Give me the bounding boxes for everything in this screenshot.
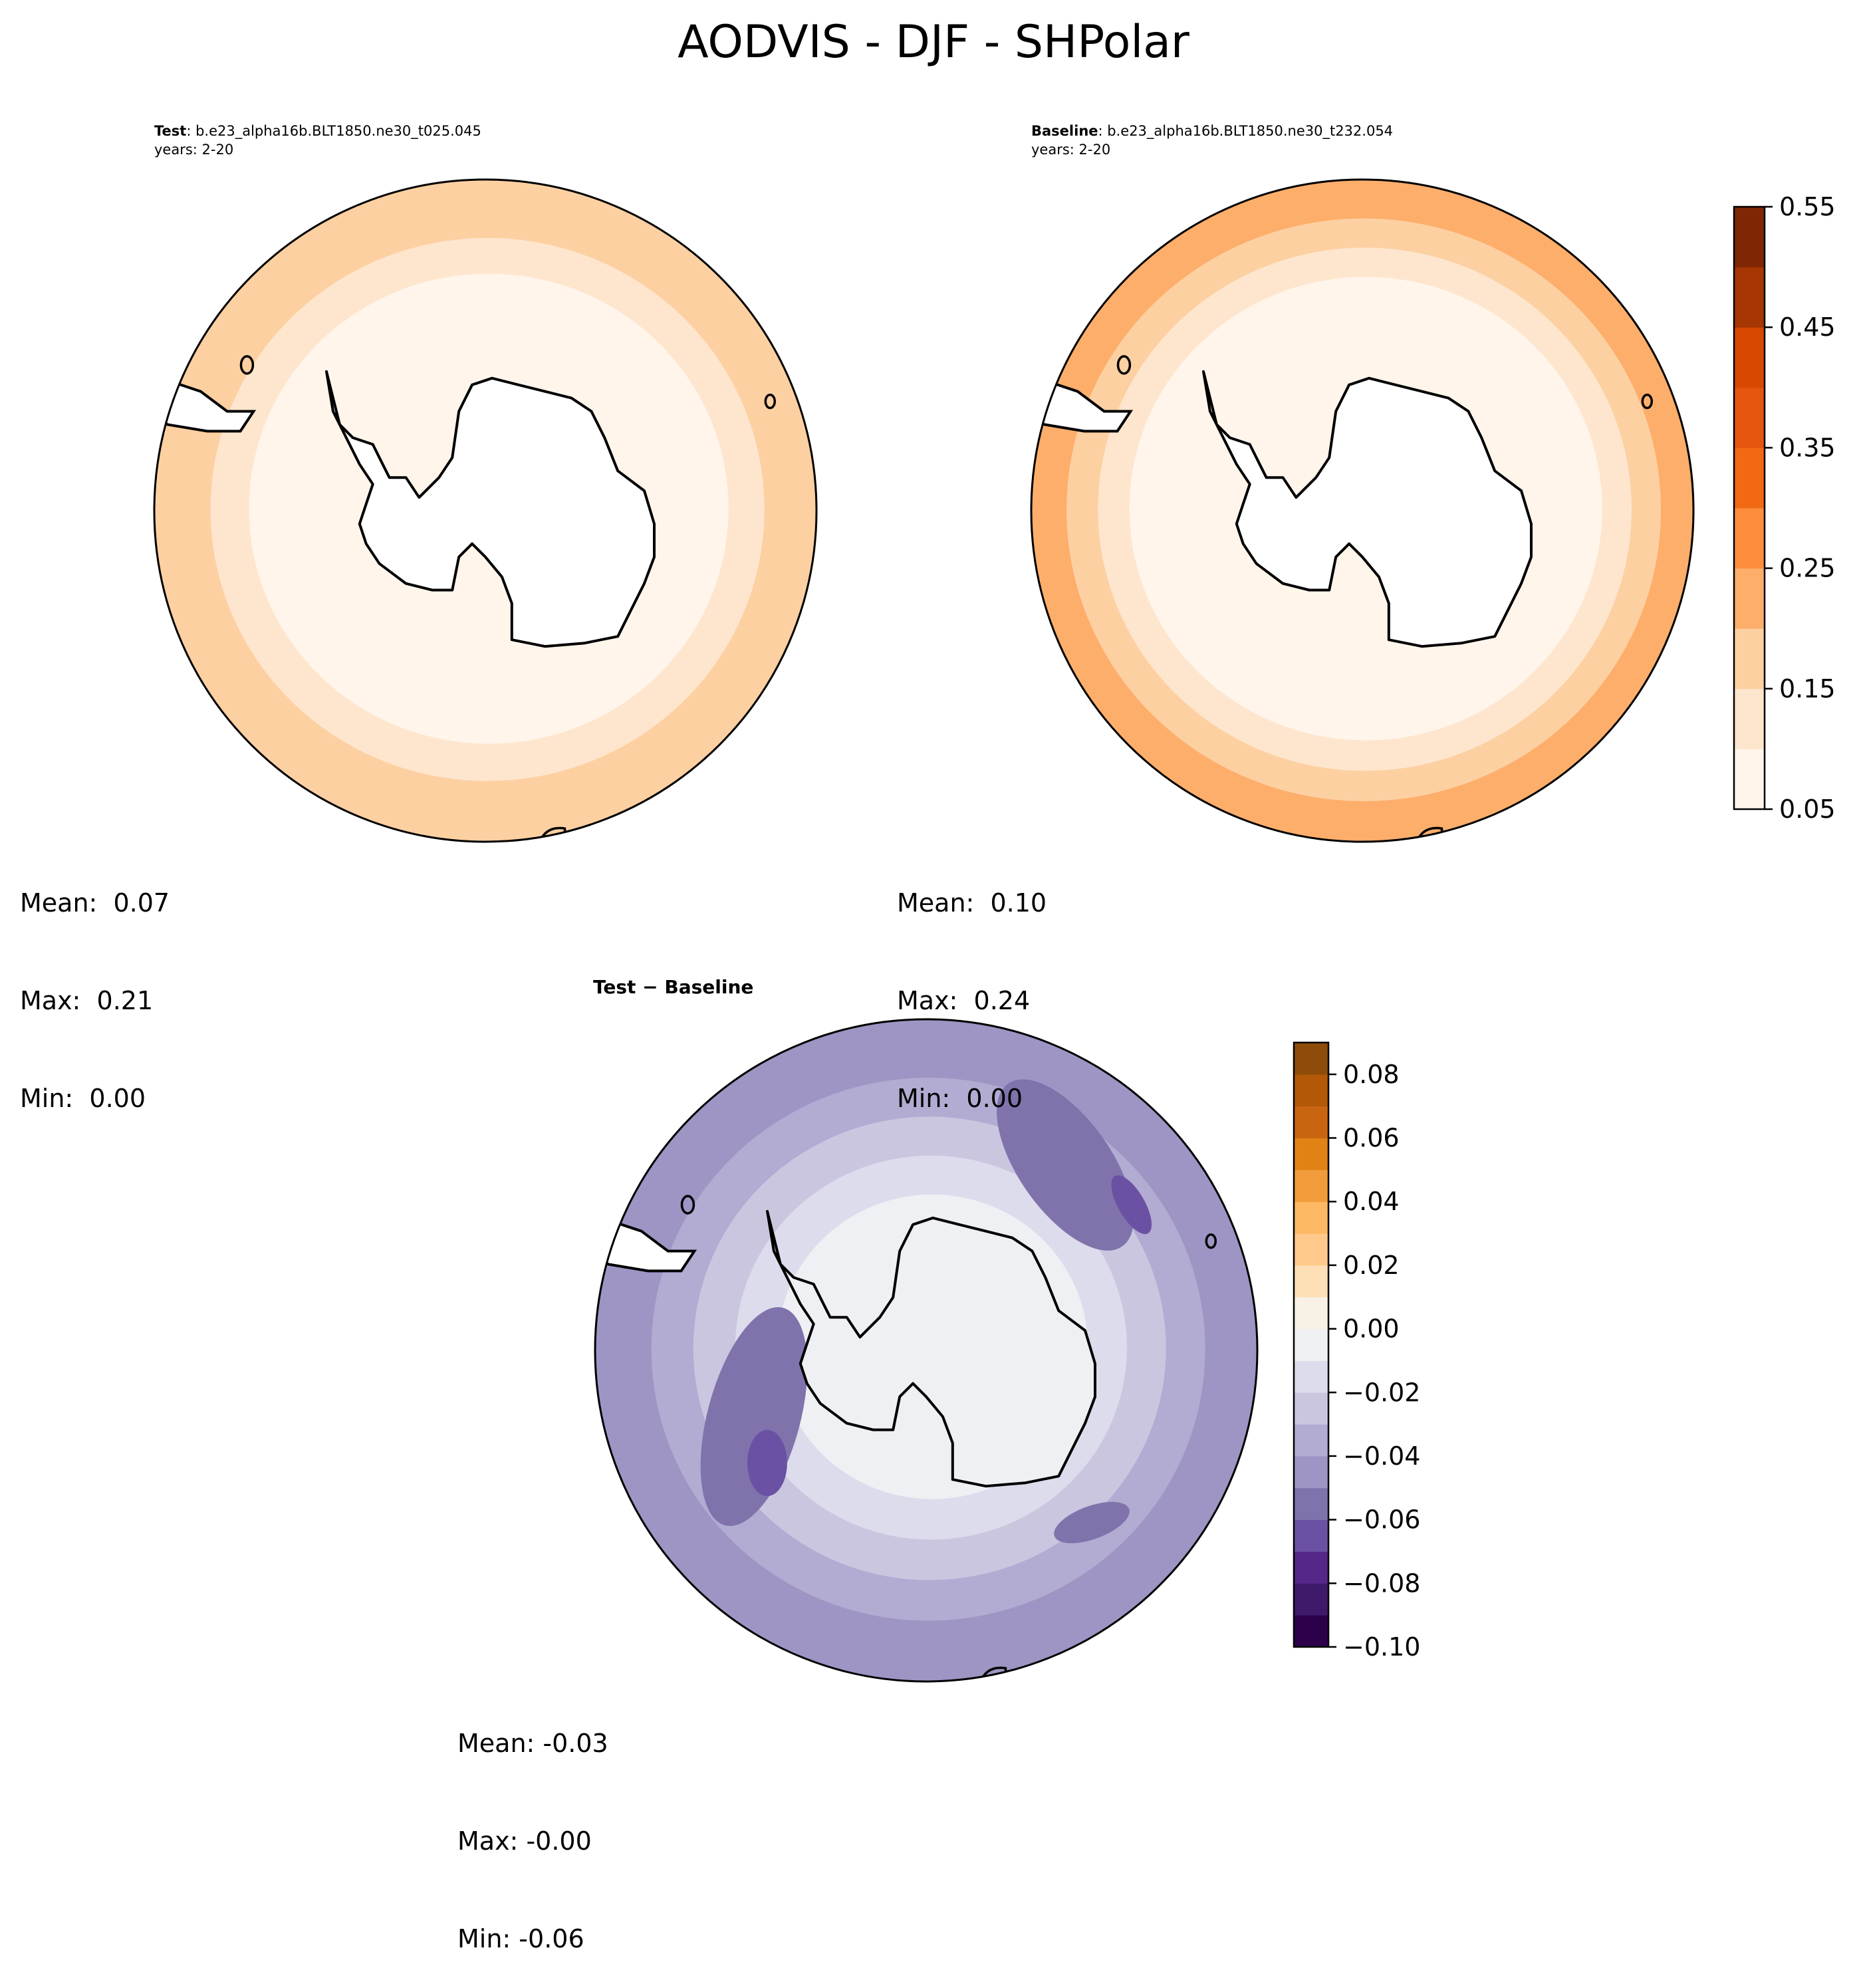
- baseline-mean: Mean: 0.10: [897, 888, 1047, 918]
- baseline-colorbar-tick-label: 0.05: [1779, 795, 1836, 824]
- baseline-colorbar-segment: [1734, 387, 1765, 448]
- difference-colorbar-segment: [1294, 1201, 1328, 1234]
- difference-colorbar-segment: [1294, 1392, 1328, 1425]
- difference-colorbar-segment: [1294, 1551, 1328, 1584]
- difference-colorbar-segment: [1294, 1233, 1328, 1266]
- difference-colorbar-tick-label: −0.08: [1343, 1568, 1420, 1598]
- test-max: Max: 0.21: [20, 986, 154, 1015]
- baseline-stats: Mean: 0.10 Max: 0.24 Min: 0.00: [897, 822, 1047, 1148]
- test-stats: Mean: 0.07 Max: 0.21 Min: 0.00: [20, 822, 170, 1148]
- baseline-kerguelen-island: [1641, 393, 1654, 410]
- baseline-panel-title: Baseline: b.e23_alpha16b.BLT1850.ne30_t2…: [1031, 122, 1393, 140]
- difference-map: [595, 1019, 1257, 1681]
- test-years: years: 2-20: [154, 142, 234, 158]
- baseline-colorbar-segment: [1734, 447, 1765, 509]
- difference-panel-title: Test − Baseline: [593, 976, 753, 998]
- test-map-frame: [153, 178, 818, 843]
- difference-colorbar-segment: [1294, 1424, 1328, 1457]
- baseline-case-name: : b.e23_alpha16b.BLT1850.ne30_t232.054: [1098, 123, 1394, 139]
- baseline-colorbar-tick-label: 0.15: [1779, 674, 1836, 703]
- difference-colorbar-segment: [1294, 1583, 1328, 1616]
- difference-colorbar-tick-label: −0.04: [1343, 1441, 1420, 1471]
- test-case-name: : b.e23_alpha16b.BLT1850.ne30_t025.045: [186, 123, 481, 139]
- difference-anomaly-blob: [1111, 1175, 1152, 1235]
- baseline-colorbar-segment: [1734, 327, 1765, 388]
- test-min: Min: 0.00: [20, 1084, 146, 1113]
- difference-colorbar: −0.10 −0.08 −0.06 −0.04 −0.02 0.00 0.02 0.04 0.0…: [1293, 1041, 1420, 1662]
- baseline-colorbar-segment: [1734, 749, 1765, 810]
- difference-anomaly-blob: [997, 1079, 1134, 1251]
- difference-colorbar-tick-label: −0.10: [1343, 1632, 1420, 1662]
- baseline-colorbar-segment: [1734, 628, 1765, 689]
- test-kerguelen-island: [764, 393, 777, 410]
- difference-falkland-island: [680, 1195, 695, 1215]
- baseline-colorbar-segment: [1734, 207, 1765, 268]
- figure-title: AODVIS - DJF - SHPolar: [678, 16, 1189, 68]
- difference-colorbar-tick-label: −0.02: [1343, 1378, 1420, 1407]
- baseline-map: [1031, 180, 1693, 842]
- test-panel-title: Test: b.e23_alpha16b.BLT1850.ne30_t025.0…: [154, 122, 481, 140]
- difference-colorbar-segment: [1294, 1487, 1328, 1521]
- difference-colorbar-segment: [1294, 1043, 1328, 1075]
- difference-colorbar-segment: [1294, 1138, 1328, 1170]
- difference-colorbar-segment: [1294, 1455, 1328, 1489]
- test-label: Test: [154, 123, 187, 139]
- difference-kerguelen-island: [1205, 1233, 1217, 1249]
- difference-colorbar-tick-label: 0.06: [1343, 1124, 1400, 1153]
- baseline-label: Baseline: [1031, 123, 1098, 139]
- difference-colorbar-segment: [1294, 1615, 1328, 1648]
- difference-map-frame: [594, 1018, 1259, 1683]
- baseline-antarctica-coastline: [1202, 370, 1533, 648]
- baseline-colorbar-segment: [1734, 568, 1765, 629]
- difference-colorbar-segment: [1294, 1297, 1328, 1330]
- difference-colorbar-segment: [1294, 1519, 1328, 1552]
- difference-colorbar-tick-label: 0.02: [1343, 1251, 1400, 1280]
- difference-colorbar-tick-label: 0.00: [1343, 1314, 1400, 1344]
- baseline-colorbar-segment: [1734, 688, 1765, 749]
- baseline-colorbar-frame: [1733, 205, 1766, 810]
- test-mean: Mean: 0.07: [20, 888, 170, 918]
- difference-colorbar-tick-label: 0.04: [1343, 1187, 1400, 1216]
- baseline-colorbar: 0.05 0.15 0.25 0.35 0.45 0.55: [1733, 192, 1836, 824]
- baseline-colorbar-tick-label: 0.45: [1779, 312, 1836, 342]
- baseline-max: Max: 0.24: [897, 986, 1031, 1015]
- difference-min: Min: -0.06: [457, 1924, 584, 1953]
- difference-colorbar-segment: [1294, 1328, 1328, 1361]
- difference-colorbar-segment: [1294, 1170, 1328, 1202]
- difference-colorbar-segment: [1294, 1360, 1328, 1393]
- test-map: [154, 180, 816, 842]
- difference-colorbar-segment: [1294, 1074, 1328, 1107]
- difference-antarctica-coastline: [766, 1209, 1096, 1488]
- figure-canvas: 0.050.150.250.350.450.55−0.10−0.08−0.06−…: [153, 178, 1836, 1683]
- baseline-colorbar-tick-label: 0.55: [1779, 192, 1836, 221]
- difference-colorbar-segment: [1294, 1265, 1328, 1298]
- difference-anomaly-blob: [1054, 1501, 1130, 1544]
- difference-colorbar-frame: [1293, 1041, 1330, 1648]
- difference-title-baseline: Baseline: [664, 976, 754, 998]
- baseline-colorbar-tick-label: 0.25: [1779, 554, 1836, 583]
- difference-colorbar-tick-label: 0.08: [1343, 1060, 1400, 1089]
- baseline-years: years: 2-20: [1031, 142, 1111, 158]
- difference-mean: Mean: -0.03: [457, 1729, 608, 1758]
- test-falkland-island: [239, 355, 255, 375]
- baseline-falkland-island: [1116, 355, 1132, 375]
- difference-title-test: Test: [593, 976, 636, 998]
- baseline-map-frame: [1030, 178, 1695, 843]
- test-antarctica-coastline: [325, 370, 656, 648]
- difference-colorbar-segment: [1294, 1106, 1328, 1139]
- baseline-colorbar-segment: [1734, 267, 1765, 328]
- difference-stats: Mean: -0.03 Max: -0.00 Min: -0.06: [457, 1662, 608, 1988]
- difference-colorbar-tick-label: −0.06: [1343, 1505, 1420, 1535]
- baseline-colorbar-tick-label: 0.35: [1779, 433, 1836, 462]
- difference-max: Max: -0.00: [457, 1826, 592, 1856]
- baseline-min: Min: 0.00: [897, 1084, 1023, 1113]
- baseline-colorbar-segment: [1734, 508, 1765, 569]
- difference-title-sep: −: [636, 976, 665, 998]
- difference-anomaly-blob: [747, 1429, 787, 1497]
